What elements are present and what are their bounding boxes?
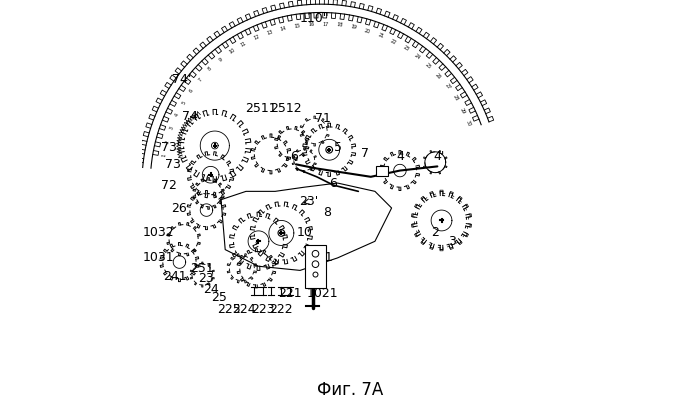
Text: 5: 5 bbox=[333, 141, 342, 154]
Text: 7: 7 bbox=[197, 77, 203, 82]
Text: 72: 72 bbox=[161, 178, 177, 192]
Text: 20: 20 bbox=[363, 28, 371, 35]
Text: 4: 4 bbox=[174, 113, 180, 118]
Text: 29: 29 bbox=[458, 107, 466, 114]
Text: 110": 110" bbox=[300, 12, 330, 25]
Text: 9: 9 bbox=[218, 57, 223, 63]
Text: 18: 18 bbox=[336, 22, 343, 28]
Text: 224: 224 bbox=[232, 303, 256, 317]
Text: 27: 27 bbox=[443, 83, 452, 91]
Text: 22: 22 bbox=[389, 38, 398, 45]
Text: 2511: 2511 bbox=[245, 102, 276, 115]
Text: 23: 23 bbox=[199, 272, 214, 285]
Text: 73': 73' bbox=[162, 141, 181, 154]
Text: 23': 23' bbox=[299, 195, 318, 208]
Text: 6: 6 bbox=[290, 149, 298, 163]
Text: 6: 6 bbox=[188, 88, 195, 94]
Text: 30: 30 bbox=[465, 120, 472, 127]
Text: 73: 73 bbox=[165, 158, 181, 171]
Text: 19: 19 bbox=[350, 25, 357, 31]
Text: 26: 26 bbox=[172, 201, 188, 215]
Text: 222: 222 bbox=[270, 303, 293, 317]
Text: 74': 74' bbox=[172, 72, 191, 86]
Text: 4': 4' bbox=[434, 149, 445, 163]
Text: 4: 4 bbox=[396, 149, 404, 163]
Text: 15: 15 bbox=[294, 23, 301, 29]
Text: 1032: 1032 bbox=[143, 226, 174, 240]
Text: 17: 17 bbox=[322, 22, 329, 27]
Text: Фиг. 7А: Фиг. 7А bbox=[317, 381, 383, 399]
Text: 24: 24 bbox=[414, 53, 421, 61]
Text: 71: 71 bbox=[315, 112, 331, 125]
Text: 2: 2 bbox=[164, 139, 170, 144]
Circle shape bbox=[312, 250, 318, 257]
Text: 28: 28 bbox=[452, 94, 459, 102]
Text: 16: 16 bbox=[308, 22, 314, 27]
Text: 221: 221 bbox=[278, 287, 302, 300]
Text: 223: 223 bbox=[251, 303, 274, 317]
Text: 14: 14 bbox=[280, 25, 287, 32]
Text: 8: 8 bbox=[207, 67, 213, 72]
Text: 23: 23 bbox=[402, 45, 409, 52]
FancyBboxPatch shape bbox=[376, 166, 389, 176]
Text: 21: 21 bbox=[377, 32, 384, 39]
Text: 11: 11 bbox=[240, 40, 248, 48]
Circle shape bbox=[312, 261, 318, 267]
Text: 5: 5 bbox=[181, 100, 187, 105]
Text: 1021: 1021 bbox=[307, 287, 339, 300]
Text: 7: 7 bbox=[360, 147, 369, 161]
Text: 10: 10 bbox=[296, 226, 312, 240]
Text: 74: 74 bbox=[182, 110, 198, 123]
Text: 1031: 1031 bbox=[143, 251, 174, 265]
Text: 12: 12 bbox=[253, 34, 260, 41]
Text: 26: 26 bbox=[434, 72, 442, 80]
Text: 6: 6 bbox=[330, 176, 337, 190]
Text: 3: 3 bbox=[448, 235, 456, 248]
Text: 21: 21 bbox=[317, 251, 333, 265]
Text: 25: 25 bbox=[211, 291, 227, 304]
Text: 13: 13 bbox=[266, 29, 274, 36]
Text: 251: 251 bbox=[190, 262, 214, 275]
Text: 241: 241 bbox=[164, 270, 187, 283]
Text: 24: 24 bbox=[203, 282, 218, 296]
Text: 10: 10 bbox=[228, 47, 236, 55]
Text: 25: 25 bbox=[424, 62, 432, 70]
FancyBboxPatch shape bbox=[305, 245, 326, 288]
Text: 3: 3 bbox=[169, 126, 174, 131]
Text: 1: 1 bbox=[162, 154, 167, 157]
Text: 8: 8 bbox=[323, 206, 331, 219]
Text: 2512: 2512 bbox=[270, 102, 301, 115]
Text: 2: 2 bbox=[431, 226, 439, 240]
Text: 225: 225 bbox=[218, 303, 241, 317]
Circle shape bbox=[313, 272, 318, 277]
